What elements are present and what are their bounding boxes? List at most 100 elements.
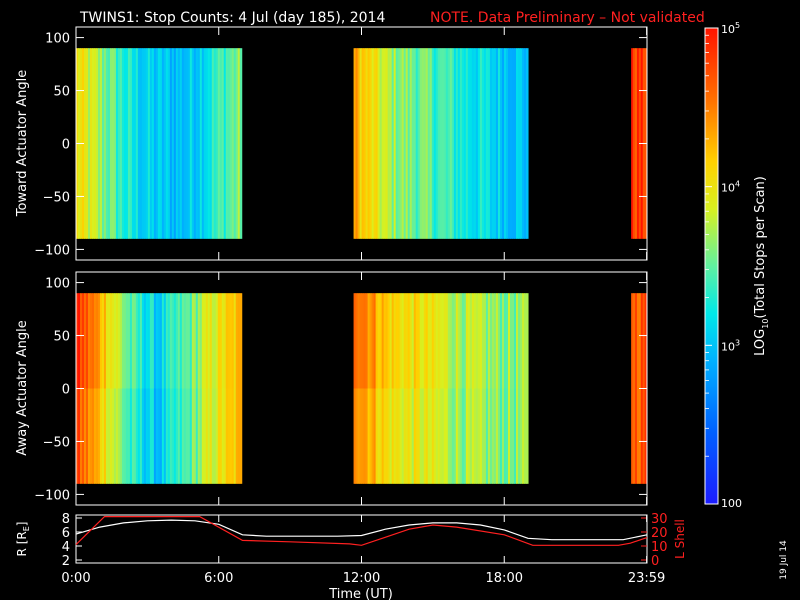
heatmap-cell	[157, 143, 161, 239]
heatmap-cell	[137, 48, 141, 144]
heatmap-cell	[373, 48, 377, 144]
heatmap-cell	[185, 48, 189, 144]
heatmap-cell	[149, 293, 153, 389]
colorbar-ticks: 100 103 104 105	[705, 21, 742, 510]
x-tick-label: 18:00	[486, 571, 523, 586]
heatmap-cell	[85, 48, 89, 144]
heatmap-cell	[640, 48, 644, 144]
heatmap-cell	[499, 143, 503, 239]
heatmap-cell	[383, 293, 387, 389]
heatmap-cell	[185, 388, 189, 484]
heatmap-cell	[431, 143, 435, 239]
heatmap-cell	[161, 143, 165, 239]
heatmap-cell	[153, 293, 157, 389]
heatmap-cell	[193, 143, 197, 239]
heatmap-cell	[381, 293, 385, 389]
heatmap-cell	[93, 48, 97, 144]
heatmap-cell	[211, 293, 215, 389]
heatmap-cell	[95, 388, 99, 484]
heatmap-cell	[499, 293, 503, 389]
heatmap-cell	[221, 48, 225, 144]
r-tick-label: 4	[62, 540, 70, 555]
heatmap-cell	[437, 48, 441, 144]
heatmap-cell	[357, 48, 361, 144]
heatmap-cell	[425, 293, 429, 389]
heatmap-cell	[231, 388, 235, 484]
y-tick-label: 0	[62, 138, 70, 153]
heatmap-cell	[501, 143, 505, 239]
heatmap-cell	[117, 143, 121, 239]
heatmap-cell	[167, 143, 171, 239]
heatmap-cell	[361, 293, 365, 389]
heatmap-cell	[167, 48, 171, 144]
colorbar-tick-label: 104	[721, 180, 740, 195]
preliminary-note: NOTE. Data Preliminary – Not validated	[430, 10, 705, 26]
heatmap-cell	[169, 293, 173, 389]
heatmap-cell	[76, 48, 79, 144]
heatmap-cell	[417, 143, 421, 239]
heatmap-cell	[409, 48, 413, 144]
heatmap-cell	[109, 388, 113, 484]
heatmap-cell	[393, 293, 397, 389]
heatmap-cell	[125, 143, 129, 239]
heatmap-cell	[139, 388, 143, 484]
heatmap-cell	[397, 143, 401, 239]
heatmap-cell	[365, 388, 369, 484]
heatmap-cell	[135, 388, 139, 484]
heatmap-cell	[131, 143, 135, 239]
y-tick-label: 50	[53, 330, 70, 345]
heatmap-cell	[463, 48, 467, 144]
heatmap-cell	[215, 293, 219, 389]
heatmap-cell	[239, 388, 243, 484]
heatmap-cell	[143, 388, 147, 484]
heatmap-cell	[391, 388, 395, 484]
heatmap-cell	[159, 143, 163, 239]
heatmap-cell	[121, 388, 125, 484]
heatmap-cell	[487, 293, 491, 389]
r-ylabel: R [RE]	[15, 522, 31, 557]
heatmap-cell	[469, 143, 473, 239]
heatmap-cell	[415, 293, 419, 389]
heatmap-cell	[367, 293, 371, 389]
heatmap-cell	[141, 48, 145, 144]
heatmap-cell	[113, 48, 117, 144]
heatmap-cell	[173, 293, 177, 389]
heatmap-cell	[113, 143, 117, 239]
heatmap-cell	[355, 388, 359, 484]
heatmap-cell	[217, 388, 221, 484]
heatmap-cell	[97, 48, 101, 144]
heatmap-cell	[509, 293, 513, 389]
heatmap-cell	[119, 48, 123, 144]
heatmap-cell	[387, 143, 391, 239]
heatmap-cell	[79, 293, 83, 389]
heatmap-cell	[115, 143, 119, 239]
colorbar-gradient	[705, 28, 718, 504]
colorbar-label: LOG10(Total Stops per Scan)	[753, 176, 770, 356]
heatmap-cell	[375, 293, 379, 389]
heatmap-cell	[457, 293, 461, 389]
heatmap-cell	[473, 293, 477, 389]
heatmap-cell	[159, 293, 163, 389]
heatmap-cell	[512, 388, 515, 484]
heatmap-cell	[403, 48, 407, 144]
heatmap-cell	[401, 48, 405, 144]
heatmap-cell	[91, 143, 95, 239]
heatmap-cell	[113, 293, 117, 389]
heatmap-cell	[379, 388, 383, 484]
heatmap-cell	[451, 293, 455, 389]
heatmap-cell	[642, 388, 646, 484]
heatmap-cell	[411, 48, 415, 144]
heatmap-cell	[640, 293, 644, 389]
heatmap-cell	[397, 293, 401, 389]
heatmap-cell	[375, 143, 379, 239]
heatmap-cell	[157, 293, 161, 389]
heatmap-cell	[493, 48, 497, 144]
heatmap-cell	[493, 388, 497, 484]
heatmap-cell	[381, 48, 385, 144]
heatmap-cell	[514, 48, 517, 144]
heatmap-cell	[631, 293, 634, 389]
heatmap-cell	[445, 388, 449, 484]
heatmap-cell	[413, 143, 417, 239]
heatmap-cell	[81, 48, 85, 144]
toward-ylabel: Toward Actuator Angle	[15, 70, 30, 217]
